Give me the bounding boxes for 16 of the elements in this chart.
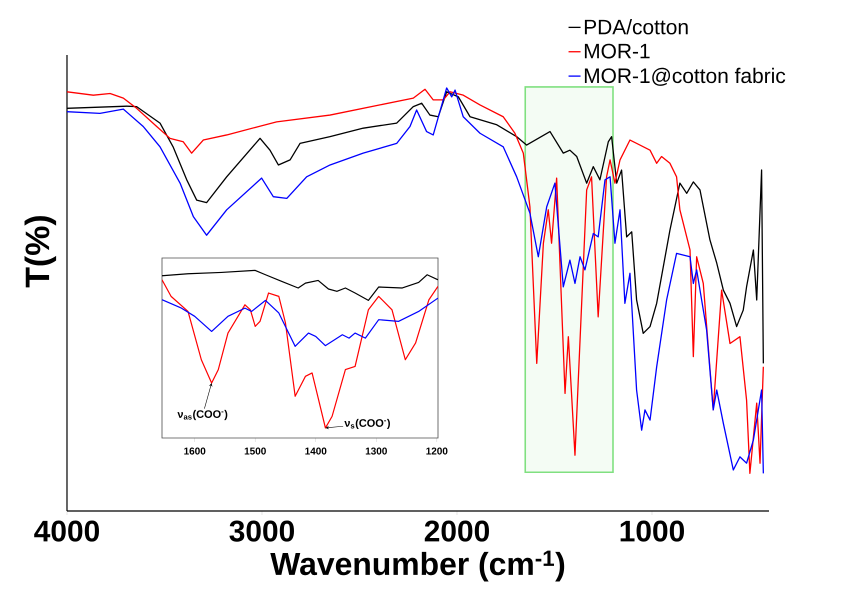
legend-label: PDA/cotton — [584, 19, 688, 34]
x-tick-label: 1300 — [366, 448, 387, 455]
x-axis-title: Wavenumber (cm$^{-1}$) — [270, 550, 564, 582]
legend-label: MOR-1@cotton fabric — [584, 68, 786, 86]
x-tick-label: 1600 — [184, 448, 206, 455]
x-tick-label: 1200 — [426, 448, 448, 455]
annotation: ν$_{as}$(COO$^{-}$) — [177, 410, 228, 420]
x-tick-label: 1400 — [305, 448, 326, 455]
x-tick-label: 3000 — [229, 520, 294, 542]
y-axis-title: T(%) — [24, 216, 56, 288]
x-tick-label: 4000 — [34, 520, 99, 542]
annotation: ν$_{s}$(COO$^{-}$) — [344, 418, 390, 430]
x-tick-label: 1500 — [244, 448, 266, 455]
legend-label: MOR-1 — [584, 44, 650, 59]
x-tick-label: 2000 — [424, 520, 489, 542]
x-tick-label: 1000 — [620, 520, 684, 542]
